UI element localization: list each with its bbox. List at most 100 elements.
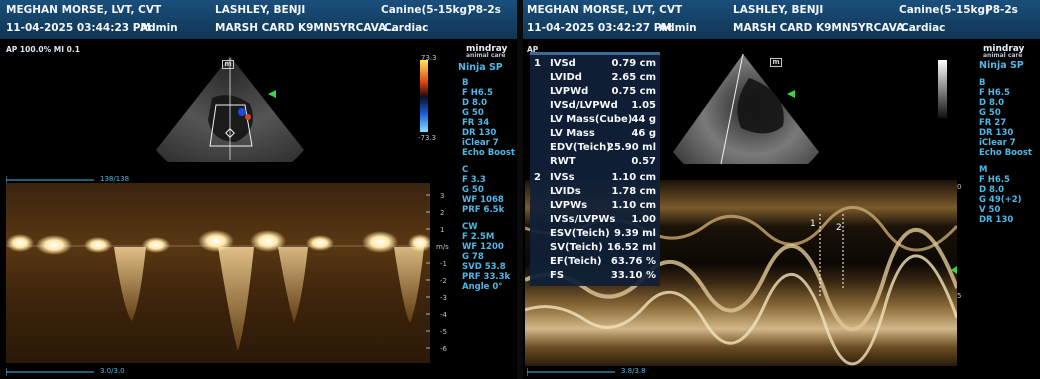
param-line: G 50	[979, 108, 1001, 118]
param-line: G 78	[462, 252, 484, 262]
param-line: DR 130	[979, 215, 1014, 225]
left-doppler-panel: MEGHAN MORSE, LVT, CVT LASHLEY, BENJI Ca…	[0, 0, 517, 379]
param-line: PRF 33.3k	[462, 272, 511, 282]
species-label: Canine(5-15kg)	[899, 4, 990, 16]
param-line: WF 1200	[462, 242, 504, 252]
preset-label: Ninja SP	[458, 62, 503, 73]
gray-scale-bar	[938, 60, 947, 118]
param-line: iClear 7	[462, 138, 499, 148]
focus-marker-icon	[268, 90, 276, 98]
param-line: F 3.3	[462, 175, 486, 185]
param-line: SVD 53.8	[462, 262, 506, 272]
measurement-row: EF(Teich) 63.76 %	[550, 256, 656, 267]
preset-label: Ninja SP	[979, 60, 1024, 71]
measurement-row: LV Mass(Cube) 44 g	[550, 114, 656, 125]
param-line: F H6.5	[979, 88, 1010, 98]
bottom-scroll-label: 3.8/3.8	[621, 367, 646, 375]
depth-tick-5: 5	[957, 292, 962, 300]
top-scroll-indicator[interactable]	[6, 176, 96, 184]
measurement-row: LVPWs 1.10 cm	[550, 200, 656, 211]
param-line: V 50	[979, 205, 1001, 215]
measurement-row: LVIDd 2.65 cm	[550, 72, 656, 83]
param-line: B	[979, 78, 986, 88]
b-mode-params: B F H6.5 D 8.0 G 50 FR 34 DR 130 iClear …	[462, 78, 515, 158]
mindray-logo: mindray animal care	[466, 44, 508, 59]
bottom-scroll-label: 3.0/3.0	[100, 367, 125, 375]
param-line: B	[462, 78, 469, 88]
param-line: M	[979, 165, 988, 175]
param-line: CW	[462, 222, 478, 232]
measurement-row: RWT 0.57	[550, 156, 656, 167]
bottom-scroll-indicator[interactable]	[6, 368, 96, 376]
color-scale-max: 73.3	[421, 54, 437, 62]
param-line: G 50	[462, 185, 484, 195]
param-line: D 8.0	[462, 98, 488, 108]
patient-name: LASHLEY, BENJI	[733, 4, 824, 16]
focus-marker-icon	[787, 90, 795, 98]
measurement-row: 1 IVSd 0.79 cm	[534, 58, 656, 69]
patient-name: LASHLEY, BENJI	[215, 4, 306, 16]
operator-name: MEGHAN MORSE, LVT, CVT	[527, 4, 683, 16]
study-id: MARSH CARD K9MN5YRCAVA...	[215, 22, 399, 34]
acoustic-power-status: AP	[527, 45, 539, 54]
measurement-row: ESV(Teich) 9.39 ml	[550, 228, 656, 239]
param-line: Echo Boost	[462, 148, 515, 158]
param-line: F H6.5	[462, 88, 493, 98]
param-line: G 50	[462, 108, 484, 118]
exam-datetime: 11-04-2025 03:44:23 PM	[6, 22, 151, 34]
velocity-scale-ticks	[426, 194, 430, 349]
measurement-row: SV(Teich) 16.52 ml	[550, 242, 656, 253]
top-scroll-label: 138/138	[100, 175, 130, 183]
probe-label: P8-2s	[468, 4, 501, 16]
b-mode-sector-image	[156, 56, 304, 162]
param-line: Angle 0°	[462, 282, 503, 292]
param-line: F H6.5	[979, 175, 1010, 185]
study-id: MARSH CARD K9MN5YRCAVA...	[733, 22, 917, 34]
probe-label: P8-2s	[985, 4, 1018, 16]
operator-name: MEGHAN MORSE, LVT, CVT	[6, 4, 162, 16]
velocity-unit: m/s	[436, 243, 449, 251]
right-patient-header: MEGHAN MORSE, LVT, CVT LASHLEY, BENJI Ca…	[523, 0, 1040, 40]
param-line: PRF 6.5k	[462, 205, 505, 215]
bottom-scroll-indicator[interactable]	[527, 368, 617, 376]
measurement-row: 2 IVSs 1.10 cm	[534, 172, 656, 183]
measurement-row: IVSd/LVPWd 1.05	[550, 100, 656, 111]
species-label: Canine(5-15kg)	[381, 4, 472, 16]
exam-datetime: 11-04-2025 03:42:27 PM	[527, 22, 672, 34]
color-scale-min: -73.3	[418, 134, 437, 142]
measurement-results-panel: 1 IVSd 0.79 cm LVIDd 2.65 cm LVPWd 0.75 cm I…	[530, 52, 660, 286]
user-label: Admin	[140, 22, 178, 34]
exam-type: Cardiac	[384, 22, 429, 34]
caliper-2-label: 2	[836, 223, 842, 233]
measurement-row: EDV(Teich) 25.90 ml	[550, 142, 656, 153]
param-line: WF 1068	[462, 195, 504, 205]
b-mode-sector-image	[673, 53, 819, 164]
m-mode-params: M F H6.5 D 8.0 G 49(+2) V 50 DR 130	[979, 165, 1022, 225]
measurement-row: LVIDs 1.78 cm	[550, 186, 656, 197]
m-marker-icon: m	[770, 58, 782, 67]
param-line: C	[462, 165, 469, 175]
param-line: FR 27	[979, 118, 1007, 128]
param-line: F 2.5M	[462, 232, 495, 242]
param-line: Echo Boost	[979, 148, 1032, 158]
cw-doppler-spectrum	[6, 183, 430, 363]
caliper-1-label: 1	[810, 219, 816, 229]
measurement-row: LVPWd 0.75 cm	[550, 86, 656, 97]
param-line: D 8.0	[979, 98, 1005, 108]
exam-type: Cardiac	[901, 22, 946, 34]
diastolic-flow-signals	[6, 230, 430, 255]
color-scale-bar	[420, 60, 428, 132]
param-line: FR 34	[462, 118, 490, 128]
b-mode-params: B F H6.5 D 8.0 G 50 FR 27 DR 130 iClear …	[979, 78, 1032, 158]
param-line: D 8.0	[979, 185, 1005, 195]
param-line: DR 130	[979, 128, 1014, 138]
cw-params: CW F 2.5M WF 1200 G 78 SVD 53.8 PRF 33.3…	[462, 222, 510, 292]
param-line: G 49(+2)	[979, 195, 1022, 205]
param-line: DR 130	[462, 128, 497, 138]
measurement-row: LV Mass 46 g	[550, 128, 656, 139]
left-patient-header: MEGHAN MORSE, LVT, CVT LASHLEY, BENJI Ca…	[0, 0, 517, 40]
mindray-logo: mindray animal care	[983, 44, 1025, 59]
measurement-row: IVSs/LVPWs 1.00	[550, 214, 656, 225]
acoustic-power-status: AP 100.0% MI 0.1	[6, 45, 80, 54]
depth-tick-0: 0	[957, 183, 962, 191]
